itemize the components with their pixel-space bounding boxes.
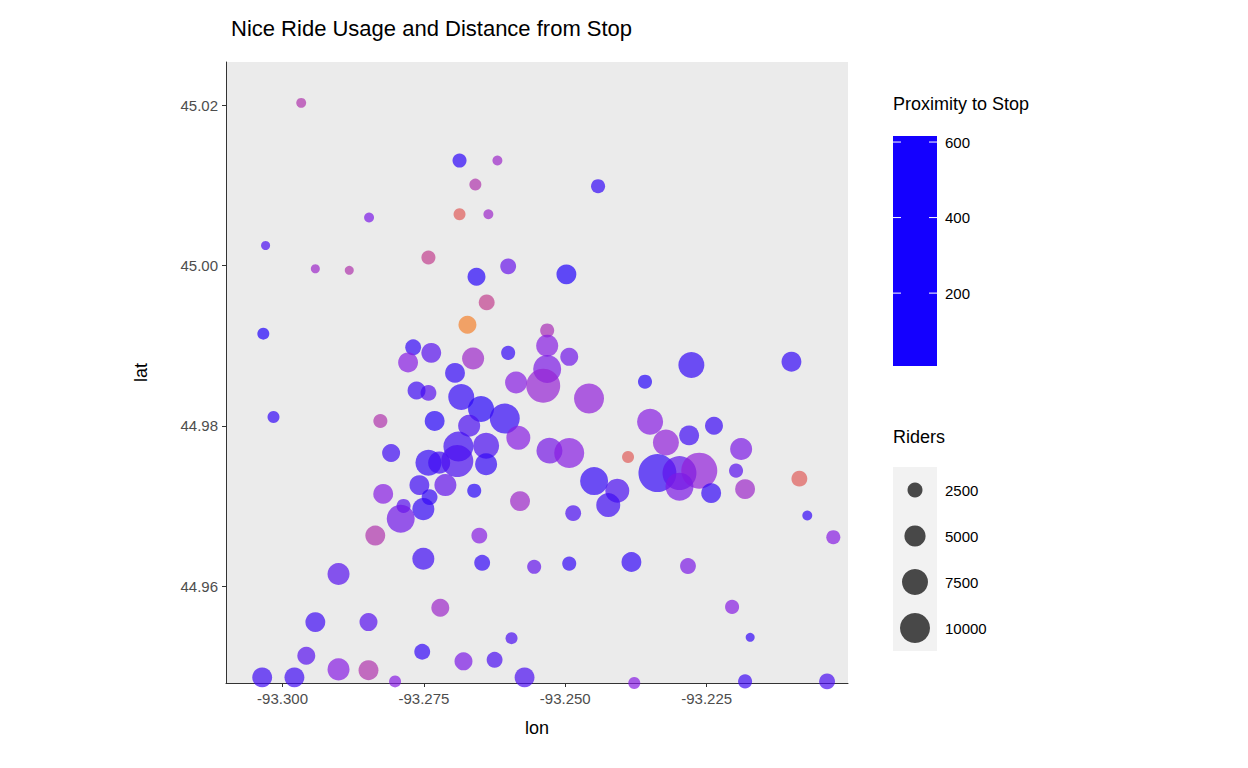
svg-text:7500: 7500 <box>945 574 978 591</box>
svg-text:45.00: 45.00 <box>180 257 218 274</box>
svg-text:5000: 5000 <box>945 528 978 545</box>
svg-text:400: 400 <box>945 209 970 226</box>
svg-text:200: 200 <box>945 285 970 302</box>
svg-text:-93.275: -93.275 <box>398 690 449 707</box>
svg-text:44.96: 44.96 <box>180 578 218 595</box>
svg-text:Riders: Riders <box>893 427 945 447</box>
svg-text:lat: lat <box>131 363 151 382</box>
svg-text:Proximity to Stop: Proximity to Stop <box>893 94 1029 114</box>
svg-text:10000: 10000 <box>945 620 987 637</box>
svg-text:600: 600 <box>945 134 970 151</box>
svg-text:Nice Ride Usage and Distance f: Nice Ride Usage and Distance from Stop <box>231 16 632 41</box>
svg-text:-93.225: -93.225 <box>681 690 732 707</box>
svg-text:2500: 2500 <box>945 482 978 499</box>
svg-text:44.98: 44.98 <box>180 417 218 434</box>
svg-text:45.02: 45.02 <box>180 97 218 114</box>
svg-text:lon: lon <box>525 718 549 738</box>
svg-text:-93.300: -93.300 <box>257 690 308 707</box>
svg-text:-93.250: -93.250 <box>540 690 591 707</box>
